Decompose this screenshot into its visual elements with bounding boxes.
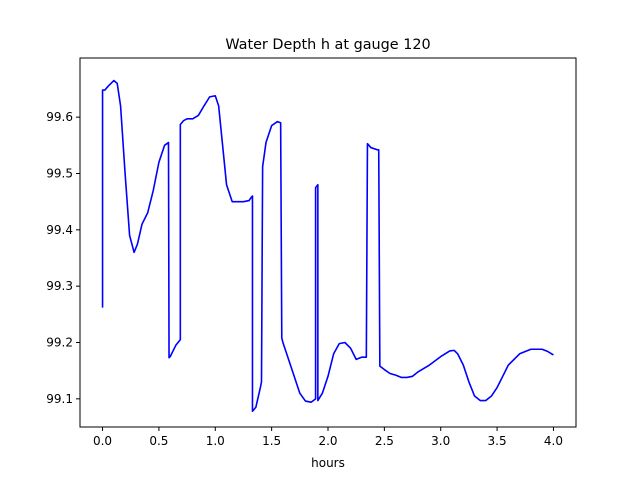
x-tick-label: 2.5 xyxy=(375,434,394,448)
chart-title: Water Depth h at gauge 120 xyxy=(225,37,430,53)
y-tick-label: 99.6 xyxy=(46,110,73,124)
x-tick-label: 1.5 xyxy=(262,434,281,448)
y-tick-label: 99.2 xyxy=(46,335,73,349)
y-tick-label: 99.3 xyxy=(46,279,73,293)
x-tick-label: 2.0 xyxy=(318,434,337,448)
y-tick-label: 99.5 xyxy=(46,166,73,180)
x-tick-label: 3.0 xyxy=(431,434,450,448)
series-line-1 xyxy=(101,79,554,413)
x-tick-label: 0.0 xyxy=(93,434,112,448)
x-tick-label: 0.5 xyxy=(149,434,168,448)
x-tick-label: 1.0 xyxy=(206,434,225,448)
y-tick-label: 99.4 xyxy=(46,223,73,237)
axis-ticks: 0.0 0.5 1.0 1.5 2.0 2.5 3.0 3.5 4.0 99.1 99.2 99.3 9… xyxy=(46,110,563,448)
x-tick-label: 4.0 xyxy=(544,434,563,448)
x-axis-label: hours xyxy=(311,456,345,470)
x-tick-label: 3.5 xyxy=(488,434,507,448)
y-tick-label: 99.1 xyxy=(46,392,73,406)
axes-frame xyxy=(79,57,577,428)
plot-area xyxy=(101,79,554,413)
